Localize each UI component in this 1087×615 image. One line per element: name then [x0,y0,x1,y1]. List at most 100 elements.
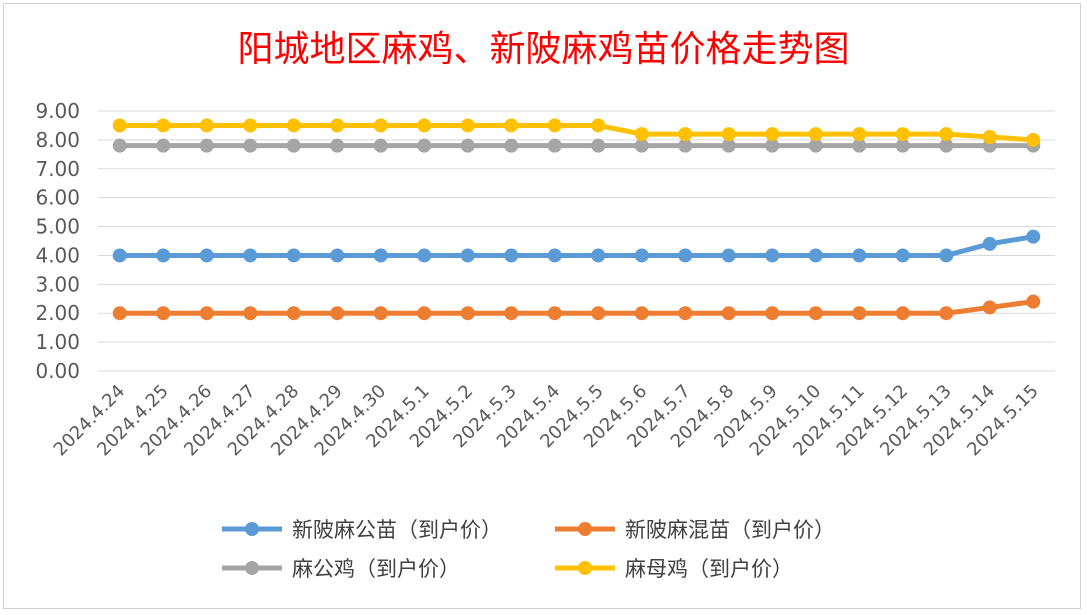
data-point [808,138,823,153]
data-point [504,138,519,153]
data-point [417,306,432,321]
series-3 [112,118,1041,147]
data-point [330,118,345,133]
data-point [895,306,910,321]
data-point [808,127,823,142]
y-tick-label: 1.00 [35,330,80,354]
data-point [373,138,388,153]
data-point [765,248,780,263]
data-point [330,306,345,321]
data-point [721,127,736,142]
data-point [330,248,345,263]
data-point [417,118,432,133]
y-tick-label: 5.00 [35,215,80,239]
legend-label: 麻母鸡（到户价） [625,557,793,581]
legend-marker [578,561,592,575]
data-point [243,248,258,263]
data-point [765,306,780,321]
legend-item: 新陂麻公苗（到户价） [222,518,502,542]
data-point [852,248,867,263]
chart-title: 阳城地区麻鸡、新陂麻鸡苗价格走势图 [237,29,850,70]
data-point [199,118,214,133]
chart-frame [3,3,1081,609]
data-point [808,306,823,321]
legend-marker [245,561,259,575]
data-point [982,300,997,315]
y-tick-label: 6.00 [35,186,80,210]
data-point [156,248,171,263]
data-point [1026,229,1041,244]
legend-label: 麻公鸡（到户价） [292,557,460,581]
data-point [286,118,301,133]
data-point [243,306,258,321]
data-point [721,138,736,153]
series-1 [112,294,1041,321]
series-line [119,122,1034,143]
y-tick-label: 0.00 [35,359,80,383]
data-point [373,248,388,263]
data-point [678,127,693,142]
legend-marker [245,522,259,536]
data-point [504,118,519,133]
data-point [330,138,345,153]
data-point [1026,294,1041,309]
series-group [112,118,1041,321]
data-point [547,138,562,153]
series-0 [112,229,1041,263]
data-point [591,118,606,133]
data-point [634,306,649,321]
data-point [982,130,997,144]
data-point [634,127,649,142]
data-point [417,248,432,263]
data-point [939,306,954,321]
legend-label: 新陂麻公苗（到户价） [292,518,502,542]
y-tick-label: 2.00 [35,301,80,325]
data-point [286,248,301,263]
y-tick-label: 3.00 [35,272,80,296]
data-point [939,248,954,263]
data-point [373,306,388,321]
data-point [199,306,214,321]
data-point [895,138,910,153]
data-point [721,306,736,321]
legend-item: 麻母鸡（到户价） [555,557,793,581]
data-point [895,127,910,142]
data-point [721,248,736,263]
data-point [678,138,693,153]
legend-item: 新陂麻混苗（到户价） [555,518,835,542]
data-point [939,127,954,142]
data-point [591,138,606,153]
data-point [895,248,910,263]
data-point [765,127,780,142]
y-tick-label: 7.00 [35,157,80,181]
data-point [156,306,171,321]
data-point [286,138,301,153]
data-point [112,306,127,321]
data-point [852,138,867,153]
data-point [373,118,388,133]
data-point [417,138,432,153]
data-point [112,248,127,263]
data-point [547,118,562,133]
series-line [119,299,1034,316]
data-point [460,118,475,133]
data-point [504,248,519,263]
data-point [634,138,649,153]
data-point [634,248,649,263]
y-tick-label: 4.00 [35,243,80,267]
gridlines [98,110,1055,372]
data-point [243,138,258,153]
y-tick-label: 9.00 [35,99,80,123]
data-point [156,138,171,153]
data-point [591,306,606,321]
data-point [199,248,214,263]
y-axis-ticks: 0.00 1.00 2.00 3.00 4.00 5.00 6.00 7.00 8.00 9.00 [35,99,80,383]
data-point [286,306,301,321]
data-point [112,118,127,133]
data-point [939,138,954,153]
data-point [547,306,562,321]
data-point [678,306,693,321]
series-line [119,234,1034,258]
data-point [460,138,475,153]
